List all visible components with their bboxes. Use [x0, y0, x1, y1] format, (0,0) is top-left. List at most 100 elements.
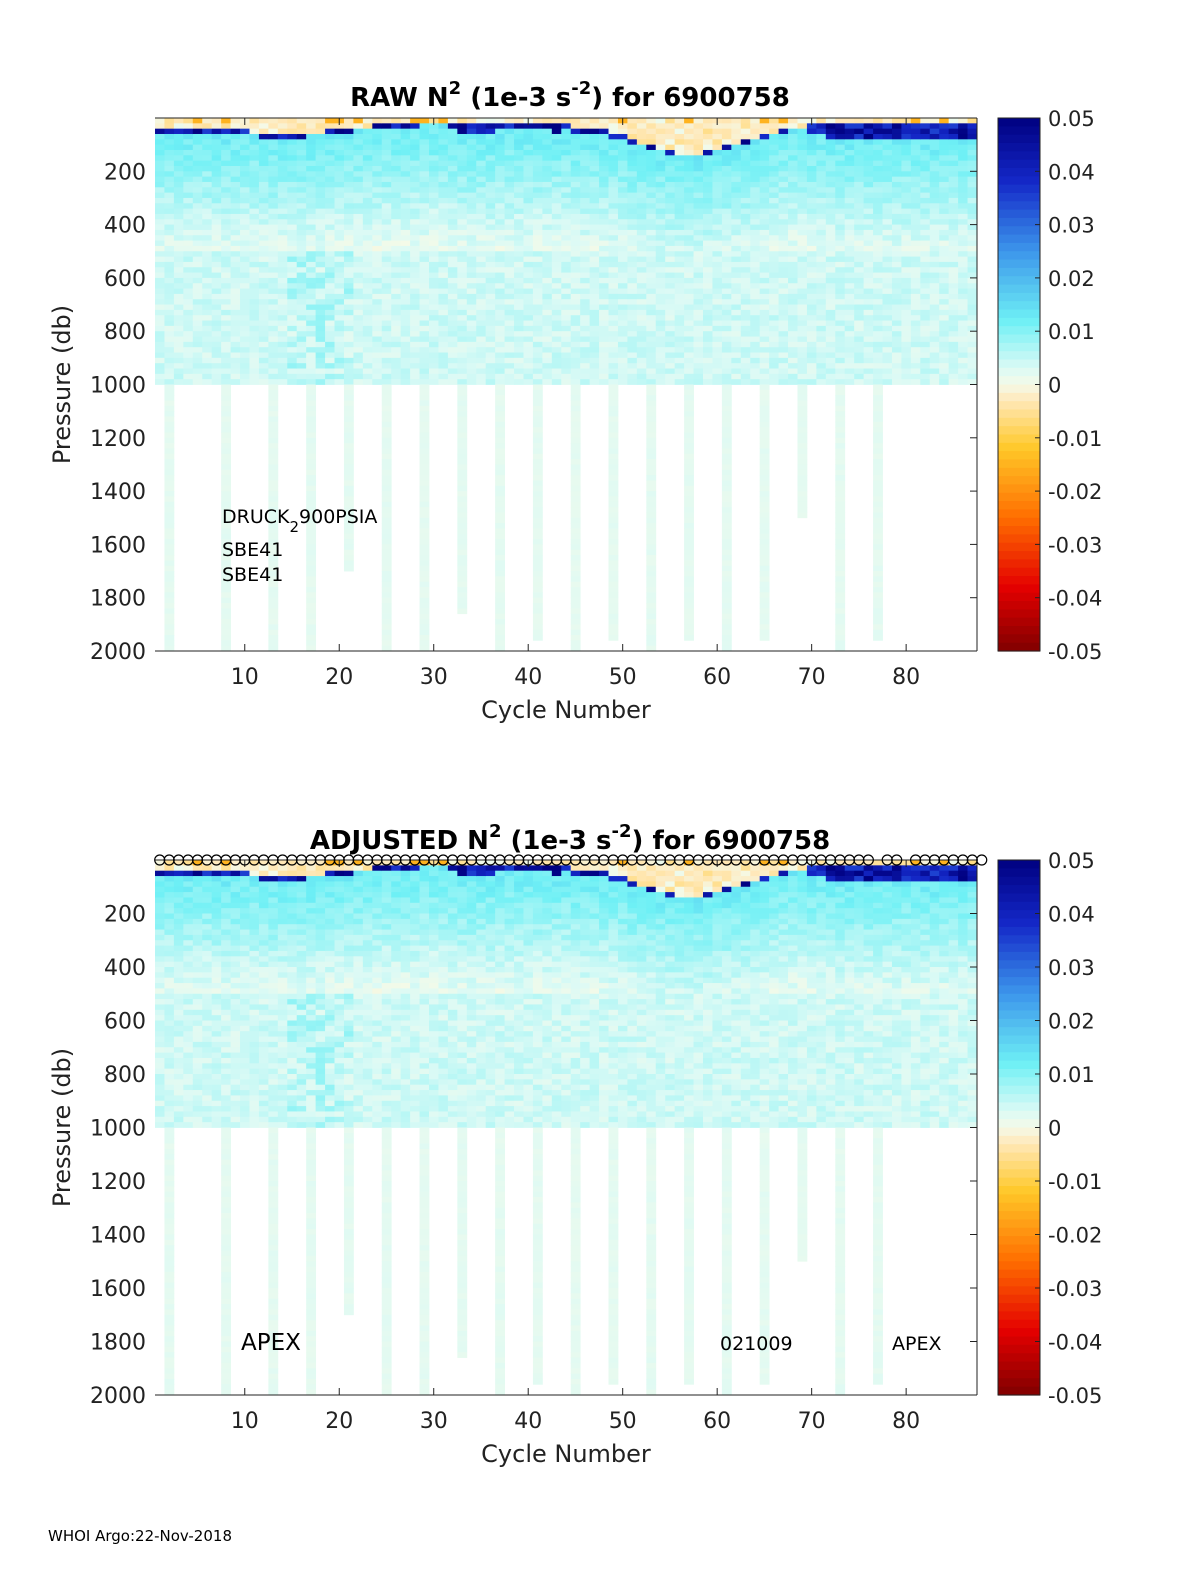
- heatmap-cell: [797, 181, 808, 188]
- heatmap-cell: [306, 448, 317, 455]
- heatmap-cell: [825, 352, 836, 359]
- heatmap-cell: [495, 208, 505, 215]
- heatmap-cell: [759, 624, 770, 631]
- heatmap-cell: [551, 203, 562, 210]
- heatmap-cell: [343, 485, 354, 492]
- heatmap-cell: [419, 171, 430, 178]
- heatmap-cell: [400, 357, 411, 364]
- heatmap-cell: [844, 288, 855, 295]
- heatmap-cell: [306, 565, 317, 572]
- heatmap-cell: [882, 213, 893, 220]
- heatmap-cell: [391, 176, 402, 183]
- heatmap-cell: [410, 288, 420, 295]
- heatmap-cell: [759, 475, 770, 481]
- heatmap-cell: [655, 357, 666, 364]
- heatmap-cell: [835, 549, 846, 556]
- heatmap-cell: [183, 128, 194, 135]
- heatmap-cell: [561, 139, 572, 146]
- heatmap-cell: [816, 251, 827, 257]
- heatmap-cell: [343, 165, 354, 172]
- heatmap-cell: [646, 368, 657, 375]
- heatmap-cell: [381, 331, 392, 337]
- heatmap-cell: [221, 288, 231, 295]
- heatmap-cell: [589, 139, 600, 146]
- heatmap-cell: [495, 336, 505, 343]
- heatmap-cell: [703, 118, 713, 124]
- heatmap-cell: [920, 213, 931, 220]
- heatmap-cell: [721, 624, 732, 631]
- heatmap-cell: [835, 379, 846, 385]
- heatmap-cell: [306, 219, 317, 225]
- heatmap-cell: [523, 123, 534, 130]
- heatmap-cell: [211, 261, 222, 268]
- heatmap-cell: [599, 261, 609, 268]
- heatmap-cell: [419, 197, 430, 204]
- heatmap-cell: [778, 288, 789, 295]
- heatmap-cell: [920, 139, 931, 146]
- heatmap-cell: [495, 560, 505, 567]
- heatmap-cell: [532, 512, 543, 519]
- heatmap-cell: [655, 192, 666, 199]
- heatmap-cell: [873, 603, 883, 609]
- heatmap-cell: [816, 192, 827, 199]
- heatmap-cell: [306, 139, 317, 146]
- heatmap-cell: [599, 341, 609, 348]
- heatmap-cell: [532, 267, 543, 273]
- heatmap-cell: [806, 304, 817, 311]
- heatmap-cell: [873, 587, 883, 593]
- heatmap-cell: [334, 309, 345, 316]
- heatmap-cell: [268, 373, 279, 380]
- heatmap-cell: [920, 123, 931, 130]
- heatmap-cell: [665, 363, 676, 369]
- heatmap-cell: [665, 267, 676, 273]
- heatmap-cell: [258, 347, 269, 353]
- heatmap-cell: [372, 203, 383, 210]
- heatmap-cell: [164, 272, 175, 279]
- heatmap-cell: [438, 139, 449, 146]
- heatmap-cell: [825, 315, 836, 321]
- heatmap-cell: [447, 368, 458, 375]
- heatmap-cell: [901, 181, 912, 188]
- heatmap-cell: [315, 299, 326, 305]
- heatmap-cell: [315, 267, 326, 273]
- heatmap-cell: [277, 373, 288, 380]
- heatmap-cell: [608, 165, 619, 172]
- heatmap-cell: [221, 363, 231, 369]
- heatmap-cell: [362, 368, 373, 375]
- heatmap-cell: [334, 336, 345, 343]
- heatmap-cell: [901, 363, 912, 369]
- heatmap-cell: [580, 208, 591, 215]
- heatmap-cell: [258, 240, 269, 247]
- heatmap-cell: [703, 219, 713, 225]
- heatmap-cell: [854, 160, 865, 167]
- heatmap-cell: [542, 272, 553, 279]
- heatmap-cell: [221, 448, 231, 455]
- heatmap-cell: [221, 480, 231, 487]
- heatmap-cell: [202, 283, 213, 289]
- heatmap-cell: [495, 571, 505, 577]
- heatmap-cell: [627, 363, 638, 369]
- heatmap-cell: [920, 133, 931, 140]
- heatmap-cell: [221, 544, 231, 551]
- heatmap-cell: [457, 261, 468, 268]
- heatmap-cell: [570, 629, 581, 636]
- heatmap-cell: [419, 176, 430, 183]
- heatmap-cell: [192, 240, 203, 247]
- heatmap-cell: [268, 469, 279, 476]
- heatmap-cell: [617, 245, 628, 252]
- heatmap-cell: [674, 144, 685, 151]
- heatmap-cell: [400, 181, 411, 188]
- heatmap-cell: [381, 539, 392, 545]
- heatmap-cell: [835, 501, 846, 508]
- heatmap-cell: [495, 320, 505, 327]
- heatmap-cell: [343, 235, 354, 241]
- heatmap-cell: [731, 293, 742, 300]
- heatmap-cell: [249, 128, 260, 135]
- heatmap-cell: [665, 160, 676, 167]
- heatmap-cell: [580, 309, 591, 316]
- heatmap-cell: [750, 229, 761, 236]
- heatmap-cell: [589, 352, 600, 359]
- heatmap-cell: [750, 192, 761, 199]
- heatmap-cell: [504, 256, 515, 263]
- heatmap-cell: [561, 123, 572, 130]
